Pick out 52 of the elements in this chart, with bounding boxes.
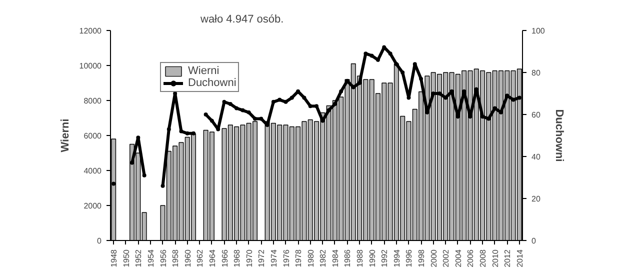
x-tick-label: 2002 (442, 248, 451, 268)
y2-tick-label: 80 (532, 68, 541, 78)
x-tick-label: 2000 (429, 248, 438, 268)
x-tick-label: 1960 (183, 248, 192, 268)
x-tick-label: 2014 (515, 248, 524, 268)
x-tick-label: 1956 (158, 248, 168, 268)
y2-axis-title: Duchowni (552, 109, 565, 162)
x-tick-label: 2010 (490, 248, 500, 268)
y2-tick-label: 100 (532, 26, 546, 36)
y-axis-title: Wierni (59, 118, 72, 152)
x-tick-label: 1972 (257, 248, 266, 268)
x-tick-label: 1952 (134, 248, 144, 268)
x-tick-label: 1964 (208, 248, 217, 268)
x-tick-label: 1950 (122, 248, 131, 268)
x-tick-label: 2008 (478, 248, 488, 268)
x-tick-label: 1988 (356, 248, 365, 268)
text: wało 4.947 osób. (200, 14, 284, 26)
y-tick-label: 8000 (84, 96, 102, 106)
x-tick-label: 1962 (196, 248, 205, 268)
x-tick-label: 1978 (294, 248, 304, 268)
x-tick-label: 1994 (392, 248, 402, 268)
y-tick-label: 4000 (84, 166, 102, 176)
x-tick-label: 1974 (269, 248, 278, 268)
y2-tick-label: 0 (532, 236, 536, 246)
y-tick-label: 6000 (84, 132, 102, 140)
x-tick-label: 2006 (466, 248, 476, 268)
x-tick-label: 1992 (380, 248, 390, 268)
x-tick-label: 1986 (343, 248, 352, 268)
y2-tick-label: 40 (532, 152, 541, 162)
legend-label: Wierni (188, 65, 220, 77)
y2-tick-label: 20 (532, 194, 541, 204)
x-tick-label: 1958 (171, 248, 180, 268)
y-tick-label: 0 (97, 236, 102, 246)
x-tick-label: 2012 (503, 248, 512, 268)
x-tick-label: 1966 (220, 248, 230, 268)
legend-label: Duchowni (188, 77, 236, 89)
x-tick-label: 1996 (404, 248, 414, 268)
y-tick-label: 12000 (79, 26, 102, 36)
x-tick-label: 1954 (146, 248, 156, 268)
x-tick-label: 1948 (110, 248, 119, 268)
x-tick-label: 1976 (282, 248, 291, 268)
x-tick-label: 1990 (368, 248, 377, 268)
x-tick-label: 2004 (454, 248, 463, 268)
x-tick-label: 1998 (417, 248, 426, 268)
y-tick-label: 2000 (84, 202, 102, 210)
y2-tick-label: 60 (532, 110, 541, 120)
y-tick-label: 10000 (79, 62, 102, 70)
x-tick-label: 1980 (306, 248, 316, 268)
x-tick-label: 1984 (330, 248, 340, 268)
x-tick-label: 1970 (244, 248, 254, 268)
x-tick-label: 1982 (318, 248, 328, 268)
x-tick-label: 1968 (232, 248, 242, 268)
